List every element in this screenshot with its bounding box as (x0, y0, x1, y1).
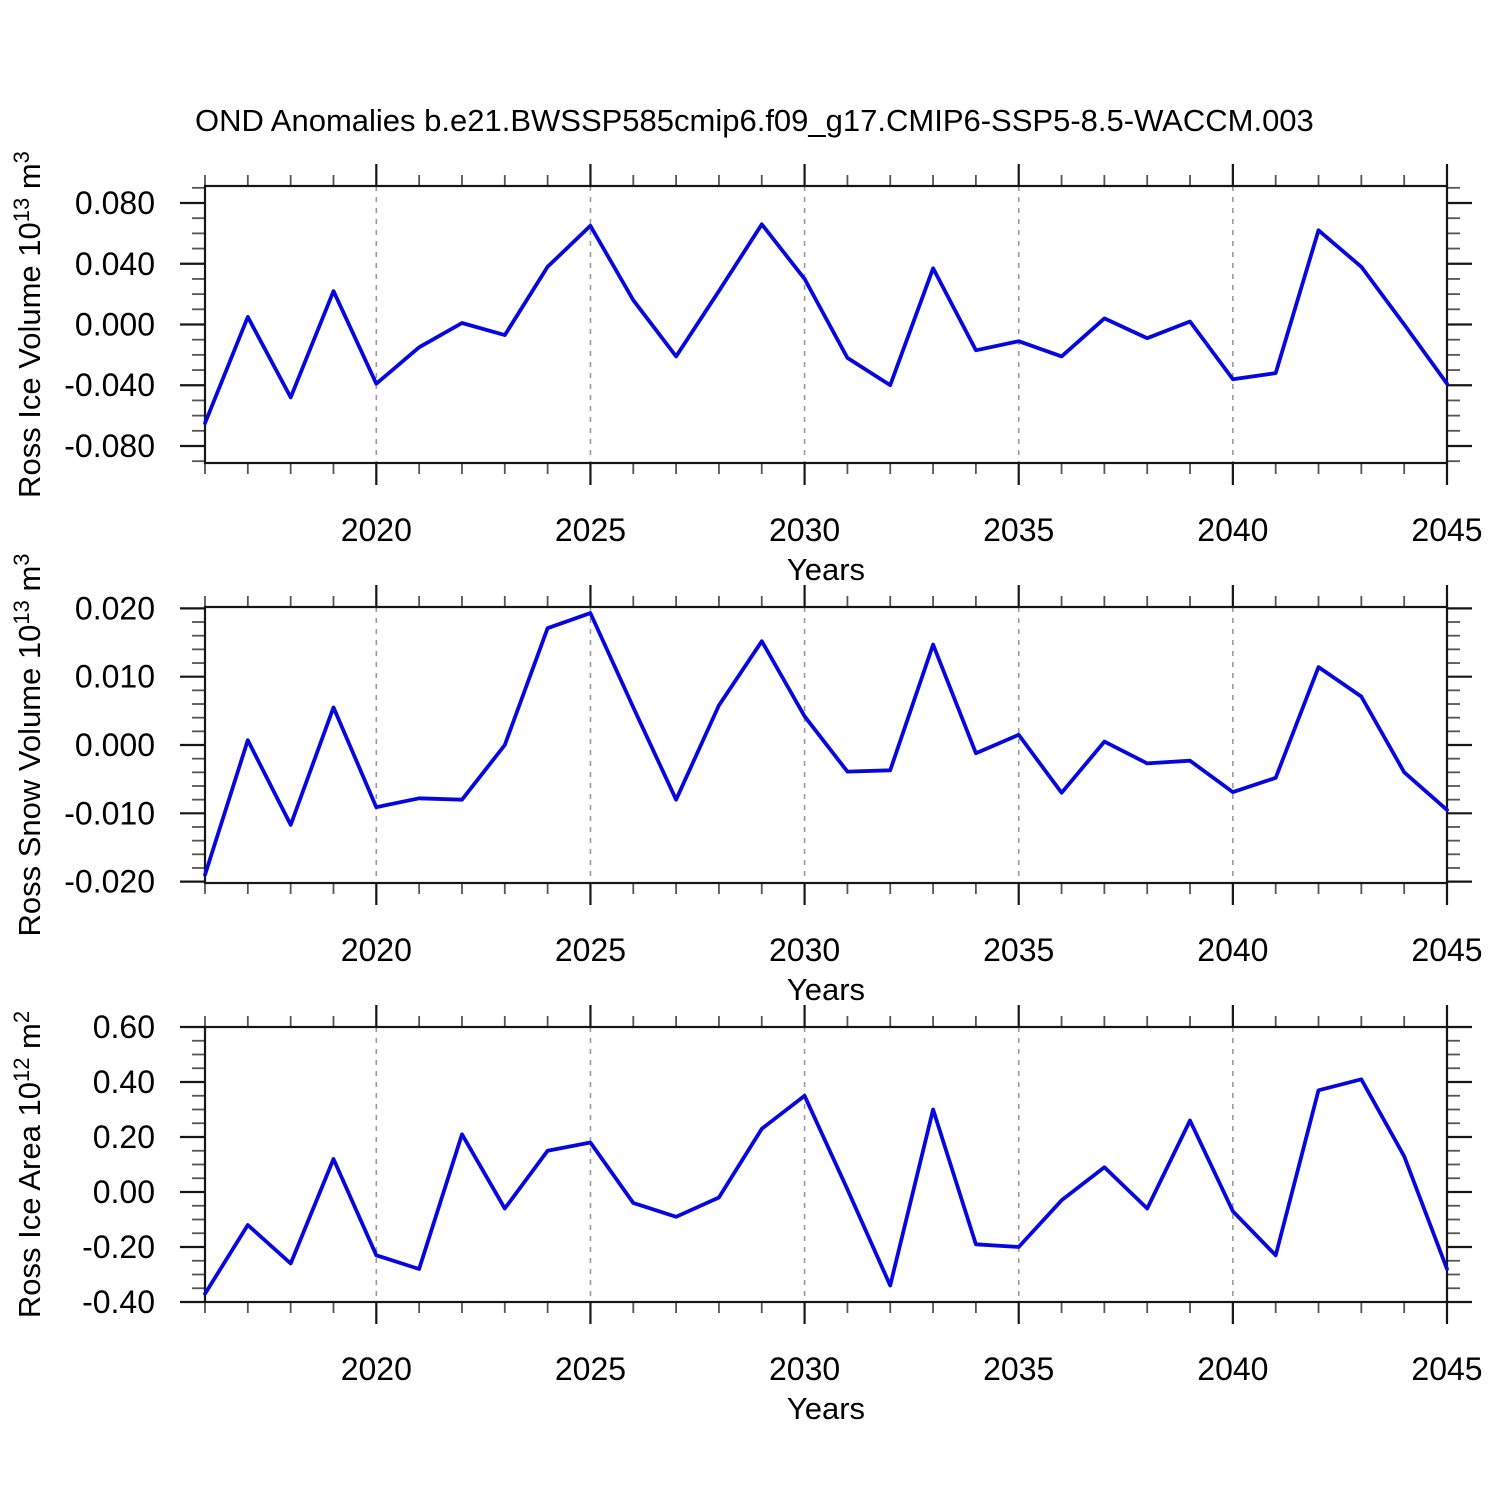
x-tick-label: 2030 (769, 512, 840, 548)
y-tick-label: -0.020 (64, 864, 155, 900)
panel-ross-snow-volume: 0.020 0.010 0.000 -0.010 -0.020 2020 2025 2030 2… (9, 553, 1483, 1007)
y-tick-label: 0.000 (75, 727, 155, 763)
y-tick-label: 0.000 (75, 307, 155, 343)
x-tick-label: 2030 (769, 1351, 840, 1387)
panel-ross-ice-volume: 0.080 0.040 0.000 -0.040 -0.080 2020 2025 2030 2… (9, 151, 1483, 587)
y-tick-label: 0.010 (75, 659, 155, 695)
x-tick-label: 2020 (341, 512, 412, 548)
x-tick-label: 2040 (1197, 512, 1268, 548)
x-tick-label: 2030 (769, 932, 840, 968)
y-axis-title: Ross Snow Volume 1013 m3 (9, 553, 47, 936)
x-tick-label: 2040 (1197, 1351, 1268, 1387)
x-tick-label: 2045 (1411, 1351, 1482, 1387)
y-tick-label: -0.010 (64, 795, 155, 831)
x-tick-label: 2020 (341, 1351, 412, 1387)
y-tick-label: 0.40 (93, 1064, 155, 1100)
x-tick-label: 2035 (983, 1351, 1054, 1387)
plot-title: OND Anomalies b.e21.BWSSP585cmip6.f09_g1… (195, 103, 1314, 138)
panel-ross-ice-area: 0.60 0.40 0.20 0.00 -0.20 -0.40 2020 2025 2030 20… (9, 1005, 1483, 1426)
y-tick-label: -0.20 (82, 1229, 155, 1265)
x-tick-label: 2025 (555, 932, 626, 968)
x-tick-label: 2035 (983, 932, 1054, 968)
x-tick-label: 2045 (1411, 512, 1482, 548)
x-axis-title: Years (787, 972, 865, 1007)
y-tick-label: 0.60 (93, 1009, 155, 1045)
panel-frame (203, 1025, 1449, 1304)
series-line (203, 222, 1449, 426)
y-tick-label: 0.20 (93, 1119, 155, 1155)
x-tick-label: 2035 (983, 512, 1054, 548)
y-tick-label: -0.40 (82, 1284, 155, 1320)
panel-frame (203, 605, 1449, 885)
x-tick-label: 2025 (555, 1351, 626, 1387)
panel-frame (203, 184, 1449, 465)
y-tick-label: 0.020 (75, 590, 155, 626)
x-axis-title: Years (787, 552, 865, 587)
y-axis-title: Ross Ice Area 1012 m2 (9, 1011, 47, 1318)
x-tick-label: 2040 (1197, 932, 1268, 968)
series-line (203, 1077, 1449, 1296)
y-tick-label: 0.040 (75, 246, 155, 282)
x-axis-title: Years (787, 1391, 865, 1426)
y-tick-label: -0.040 (64, 367, 155, 403)
x-tick-label: 2025 (555, 512, 626, 548)
x-tick-label: 2045 (1411, 932, 1482, 968)
y-tick-label: 0.00 (93, 1174, 155, 1210)
y-tick-label: 0.080 (75, 185, 155, 221)
y-tick-label: -0.080 (64, 428, 155, 464)
series-line (203, 611, 1449, 877)
x-tick-label: 2020 (341, 932, 412, 968)
y-axis-title: Ross Ice Volume 1013 m3 (9, 151, 47, 498)
